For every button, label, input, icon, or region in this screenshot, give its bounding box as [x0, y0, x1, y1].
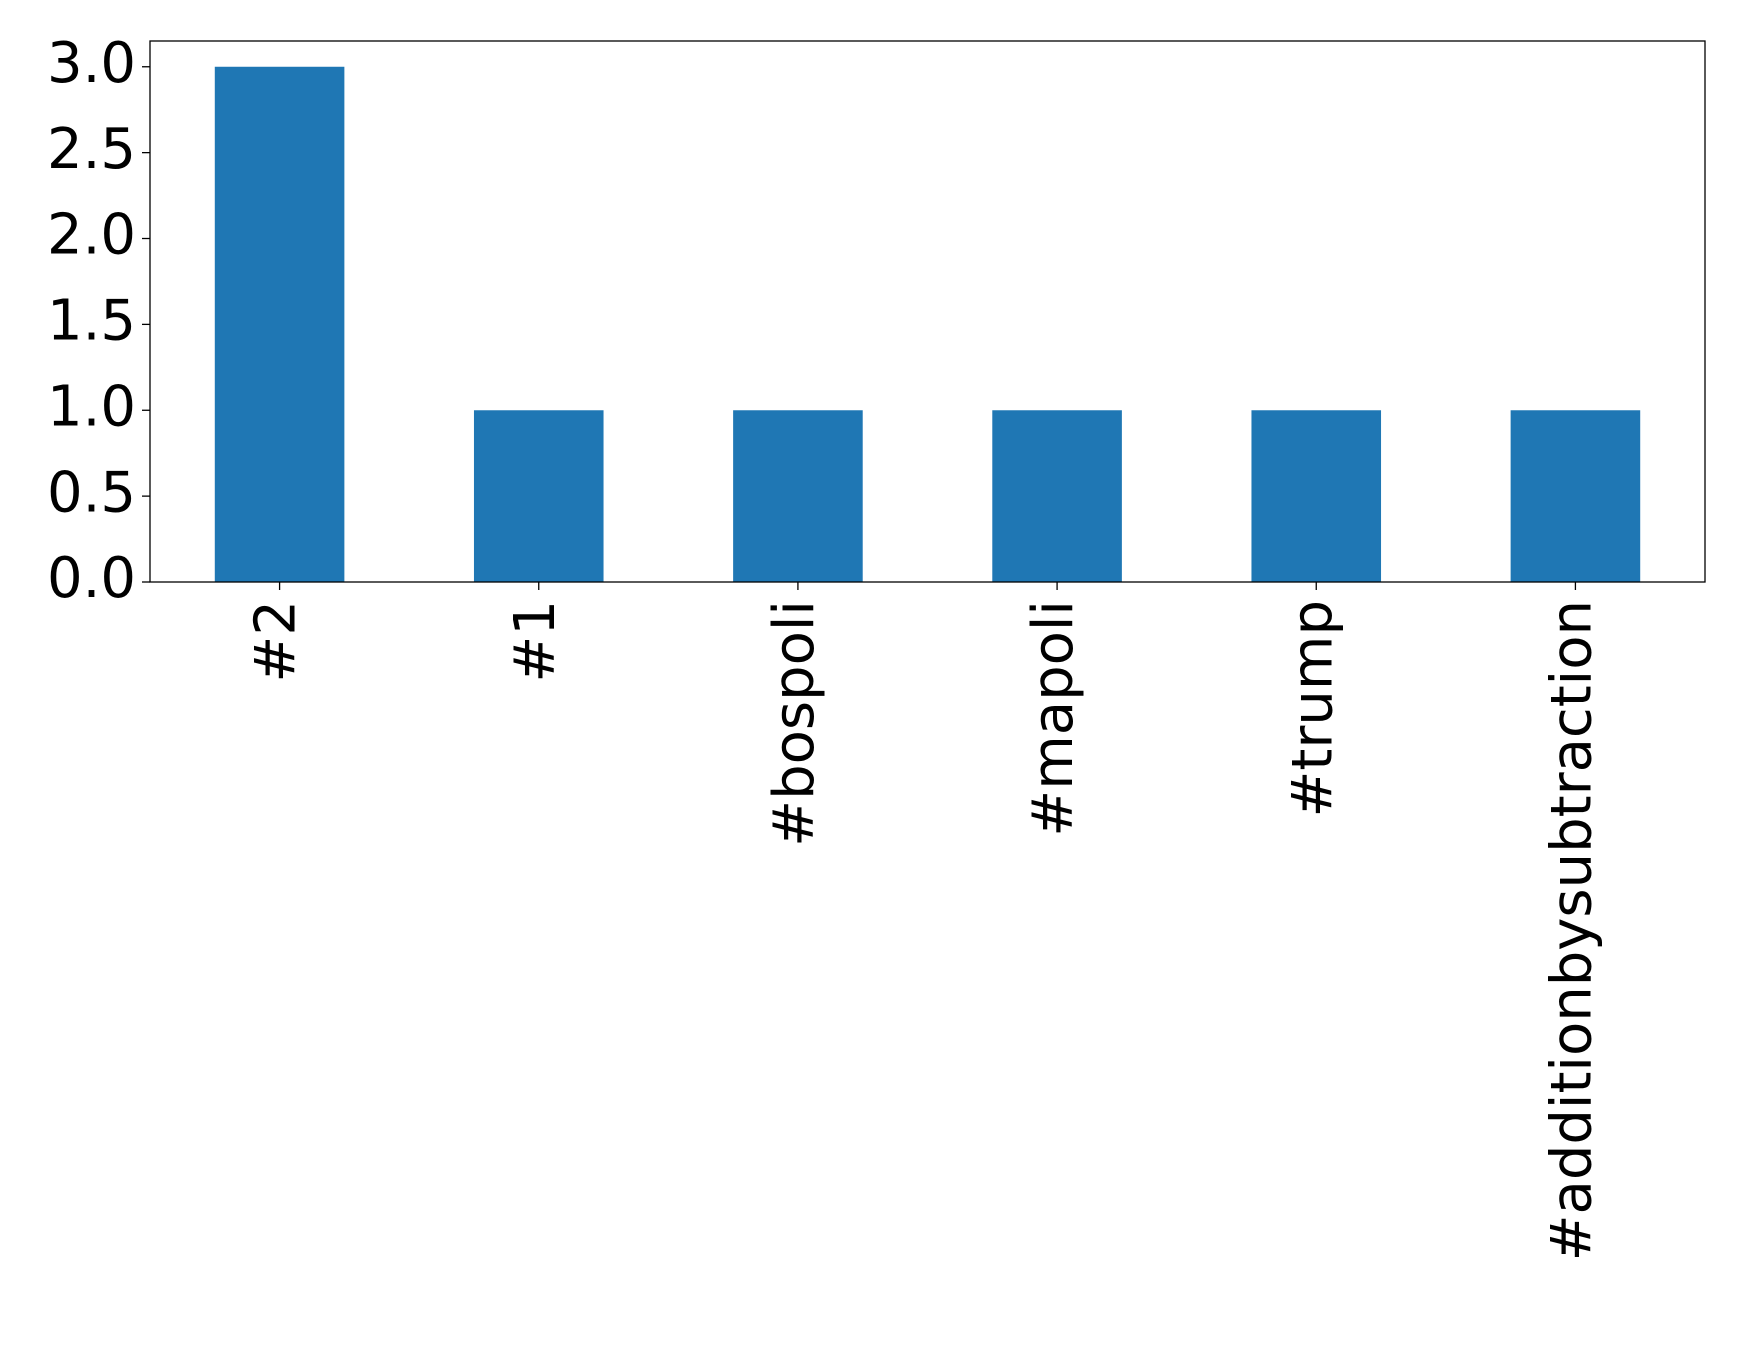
y-tick-label-1: 0.5 — [47, 460, 136, 525]
x-tick-label-1: #1 — [503, 600, 568, 683]
x-tick-label-3: #mapoli — [1021, 600, 1086, 837]
x-axis: #2 #1 #bospoli #mapoli #trump #additionbysubt… — [244, 582, 1605, 1261]
bar-1 — [473, 410, 604, 582]
plot-frame — [149, 40, 1706, 583]
bar-4 — [1251, 410, 1382, 582]
x-tick-label-4: #trump — [1280, 600, 1345, 818]
bars-group — [214, 66, 1641, 582]
y-axis: 0.0 0.5 1.0 1.5 2.0 2.5 3.0 — [47, 31, 150, 611]
x-tick-label-5: #additionbysubtraction — [1540, 600, 1605, 1261]
bar-0 — [214, 66, 345, 582]
x-tick-label-2: #bospoli — [762, 600, 827, 847]
y-tick-label-3: 1.5 — [47, 289, 136, 354]
y-tick-label-6: 3.0 — [47, 31, 136, 96]
bar-2 — [733, 410, 863, 582]
bar-5 — [1510, 410, 1641, 582]
x-tick-label-0: #2 — [244, 600, 309, 683]
y-tick-label-4: 2.0 — [47, 203, 136, 268]
bar-3 — [992, 410, 1122, 582]
y-tick-label-0: 0.0 — [47, 546, 136, 611]
y-tick-label-2: 1.0 — [47, 374, 136, 439]
y-tick-label-5: 2.5 — [47, 117, 136, 182]
